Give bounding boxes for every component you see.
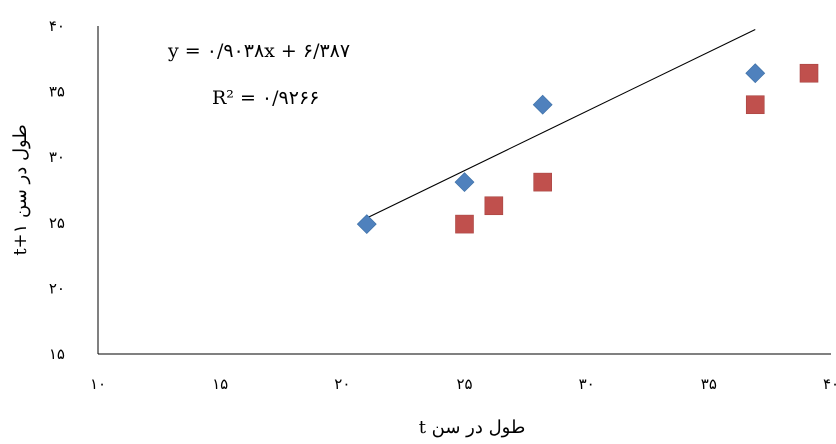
x-tick-label: ۳۵ bbox=[701, 375, 717, 393]
y-tick-label: ۲۵ bbox=[49, 214, 65, 232]
diamond-point bbox=[532, 94, 553, 115]
diamond-point bbox=[745, 63, 766, 84]
x-tick-label: ۴۰ bbox=[823, 375, 836, 393]
square-point bbox=[799, 63, 819, 83]
trendline-equation: y = ۰/۹۰۳۸x + ۶/۳۸۷ bbox=[167, 40, 350, 62]
y-tick-label: ۱۵ bbox=[49, 345, 65, 363]
diamond-point bbox=[356, 214, 377, 235]
square-point bbox=[484, 196, 504, 216]
trendline-layer bbox=[366, 28, 756, 219]
x-tick-label: ۳۰ bbox=[579, 375, 595, 393]
x-tick-label: ۲۵ bbox=[456, 375, 472, 393]
y-tick-label: ۳۰ bbox=[49, 148, 65, 166]
x-tick-label: ۲۰ bbox=[334, 375, 350, 393]
r-squared-label: R² = ۰/۹۲۶۶ bbox=[212, 87, 319, 109]
square-point bbox=[455, 214, 474, 234]
axes bbox=[97, 26, 831, 355]
y-tick-label: ۲۰ bbox=[49, 279, 65, 297]
trendline bbox=[366, 28, 756, 219]
x-tick-label: ۱۵ bbox=[212, 375, 228, 393]
square-point bbox=[533, 172, 552, 192]
diamond-point bbox=[454, 172, 475, 193]
data-points bbox=[356, 63, 819, 235]
x-tick-label: ۱۰ bbox=[90, 375, 106, 393]
y-axis-title: طول در سن t+۱ bbox=[10, 124, 31, 255]
tick-labels: ۱۰ ۱۵ ۲۰ ۲۵ ۳۰ ۳۵ ۴۰ ۱۵ ۲۰ ۲۵ ۳۰ ۳۵ ۴۰ bbox=[49, 17, 836, 393]
y-tick-label: ۴۰ bbox=[49, 17, 65, 35]
square-point bbox=[745, 95, 765, 115]
y-tick-label: ۳۵ bbox=[49, 83, 65, 101]
x-axis-title: طول در سن t bbox=[419, 417, 526, 438]
